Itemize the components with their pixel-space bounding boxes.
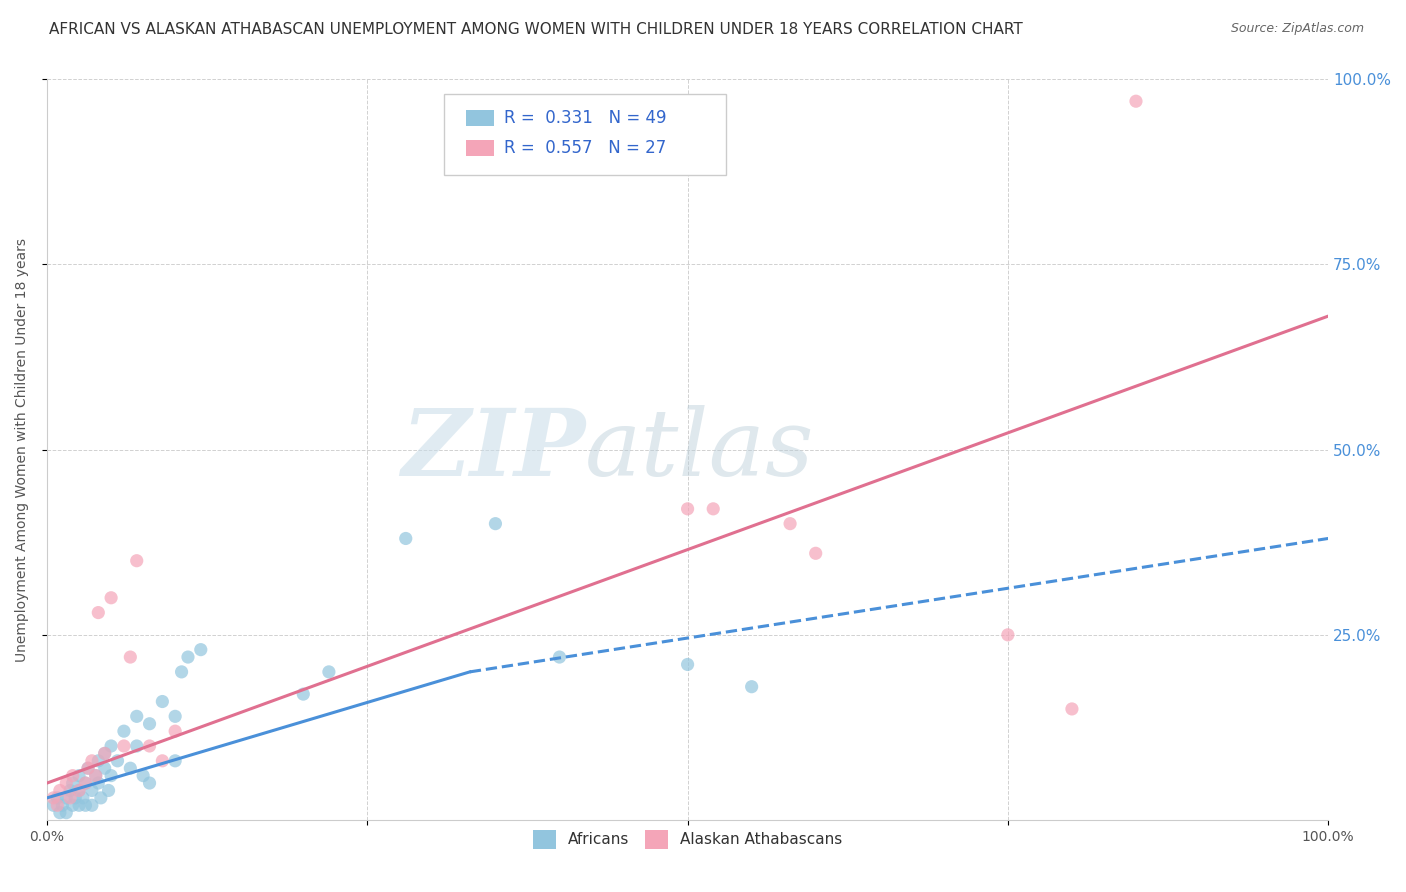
Point xyxy=(67,798,90,813)
Point xyxy=(395,532,418,546)
Point xyxy=(62,776,84,790)
Point xyxy=(177,650,200,665)
Point xyxy=(42,790,65,805)
Point xyxy=(190,642,212,657)
Point xyxy=(67,783,90,797)
Point xyxy=(112,724,135,739)
FancyBboxPatch shape xyxy=(444,94,725,176)
Point xyxy=(87,606,110,620)
Point xyxy=(90,790,112,805)
Point xyxy=(75,776,97,790)
Point xyxy=(741,680,763,694)
Point xyxy=(107,754,129,768)
Point xyxy=(55,776,77,790)
Text: R =  0.331   N = 49: R = 0.331 N = 49 xyxy=(505,109,666,128)
Point xyxy=(138,716,160,731)
Point xyxy=(72,790,94,805)
Point xyxy=(65,790,87,805)
Point xyxy=(165,709,187,723)
Point xyxy=(676,657,699,672)
Point xyxy=(62,798,84,813)
FancyBboxPatch shape xyxy=(465,140,494,156)
Point xyxy=(484,516,506,531)
Point xyxy=(112,739,135,753)
Text: AFRICAN VS ALASKAN ATHABASCAN UNEMPLOYMENT AMONG WOMEN WITH CHILDREN UNDER 18 YE: AFRICAN VS ALASKAN ATHABASCAN UNEMPLOYME… xyxy=(49,22,1024,37)
Point xyxy=(80,754,103,768)
Point xyxy=(138,739,160,753)
Text: Source: ZipAtlas.com: Source: ZipAtlas.com xyxy=(1230,22,1364,36)
Text: R =  0.557   N = 27: R = 0.557 N = 27 xyxy=(505,139,666,157)
Point xyxy=(87,776,110,790)
Point xyxy=(84,769,107,783)
Point xyxy=(165,724,187,739)
Point xyxy=(51,798,73,813)
Point xyxy=(80,798,103,813)
Point xyxy=(49,783,72,797)
Point xyxy=(80,783,103,797)
Legend: Africans, Alaskan Athabascans: Africans, Alaskan Athabascans xyxy=(529,825,846,854)
Point xyxy=(804,546,827,560)
Point xyxy=(49,805,72,820)
Text: ZIP: ZIP xyxy=(401,405,585,494)
Point xyxy=(548,650,571,665)
Point xyxy=(67,783,90,797)
Point xyxy=(46,790,69,805)
Y-axis label: Unemployment Among Women with Children Under 18 years: Unemployment Among Women with Children U… xyxy=(15,237,30,662)
Point xyxy=(93,747,115,761)
Point xyxy=(150,694,173,708)
Point xyxy=(59,790,82,805)
Point xyxy=(87,754,110,768)
Point xyxy=(55,805,77,820)
Point xyxy=(75,776,97,790)
Point xyxy=(318,665,340,679)
Point xyxy=(120,650,142,665)
Point xyxy=(779,516,801,531)
Point xyxy=(75,798,97,813)
Point xyxy=(93,761,115,775)
Point xyxy=(132,769,155,783)
Point xyxy=(77,761,100,775)
Point xyxy=(125,709,148,723)
Point xyxy=(702,501,724,516)
Point xyxy=(125,554,148,568)
Point xyxy=(676,501,699,516)
Point xyxy=(1060,702,1083,716)
Point xyxy=(55,790,77,805)
Text: atlas: atlas xyxy=(585,405,814,494)
Point xyxy=(100,739,122,753)
Point xyxy=(170,665,193,679)
Point xyxy=(150,754,173,768)
Point xyxy=(97,783,120,797)
Point xyxy=(77,761,100,775)
Point xyxy=(100,769,122,783)
Point xyxy=(67,769,90,783)
Point xyxy=(138,776,160,790)
Point xyxy=(42,798,65,813)
Point xyxy=(46,798,69,813)
Point xyxy=(84,769,107,783)
FancyBboxPatch shape xyxy=(465,110,494,127)
Point xyxy=(100,591,122,605)
Point xyxy=(165,754,187,768)
Point xyxy=(62,769,84,783)
Point xyxy=(93,747,115,761)
Point xyxy=(292,687,315,701)
Point xyxy=(59,783,82,797)
Point xyxy=(120,761,142,775)
Point xyxy=(997,628,1019,642)
Point xyxy=(125,739,148,753)
Point xyxy=(1125,94,1147,108)
